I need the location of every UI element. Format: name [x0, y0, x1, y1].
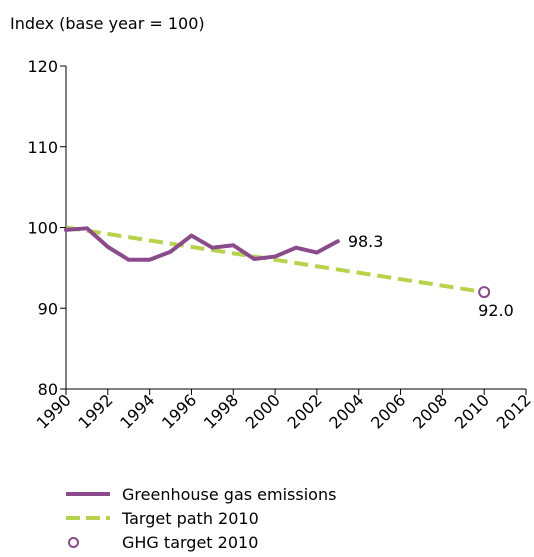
- x-tick-label: 1994: [116, 390, 158, 432]
- legend-item: Greenhouse gas emissions: [66, 482, 336, 506]
- legend-item: GHG target 2010: [66, 530, 336, 554]
- x-tick-label: 2000: [242, 390, 284, 432]
- legend-label: Target path 2010: [122, 509, 259, 528]
- emissions-point: [85, 227, 88, 230]
- emissions-point: [169, 250, 172, 253]
- emissions-point: [336, 240, 339, 243]
- emissions-line: [66, 228, 338, 259]
- emissions-point: [232, 244, 235, 247]
- x-tick-label: 1992: [74, 390, 116, 432]
- legend-label: Greenhouse gas emissions: [122, 485, 336, 504]
- legend-swatch: [66, 536, 110, 548]
- x-tick-label: 2002: [284, 390, 326, 432]
- emissions-point: [315, 251, 318, 254]
- ghg-target-label: 92.0: [478, 301, 514, 320]
- x-tick-label: 2004: [325, 390, 367, 432]
- ghg-target-marker: [479, 287, 489, 297]
- x-tick-label: 1996: [158, 390, 200, 432]
- emissions-point: [211, 246, 214, 249]
- emissions-point: [106, 245, 109, 248]
- emissions-point: [253, 257, 256, 260]
- emissions-point: [127, 258, 130, 261]
- x-tick-label: 1998: [200, 390, 242, 432]
- y-tick-label: 120: [27, 57, 58, 76]
- legend-swatch: [66, 512, 110, 524]
- emissions-point: [190, 234, 193, 237]
- x-tick-label: 2012: [493, 390, 534, 432]
- x-tick-label: 2008: [409, 390, 451, 432]
- emissions-point: [295, 246, 298, 249]
- x-tick-label: 2010: [451, 390, 493, 432]
- x-tick-label: 2006: [367, 390, 409, 432]
- emissions-point: [274, 255, 277, 258]
- legend-swatch: [66, 488, 110, 500]
- y-tick-label: 110: [27, 138, 58, 157]
- y-tick-label: 100: [27, 219, 58, 238]
- emissions-point: [65, 228, 68, 231]
- y-tick-label: 90: [38, 299, 58, 318]
- legend-label: GHG target 2010: [122, 533, 258, 552]
- emissions-end-label: 98.3: [348, 232, 384, 251]
- legend: Greenhouse gas emissions Target path 2010…: [66, 482, 336, 554]
- emissions-point: [148, 258, 151, 261]
- legend-item: Target path 2010: [66, 506, 336, 530]
